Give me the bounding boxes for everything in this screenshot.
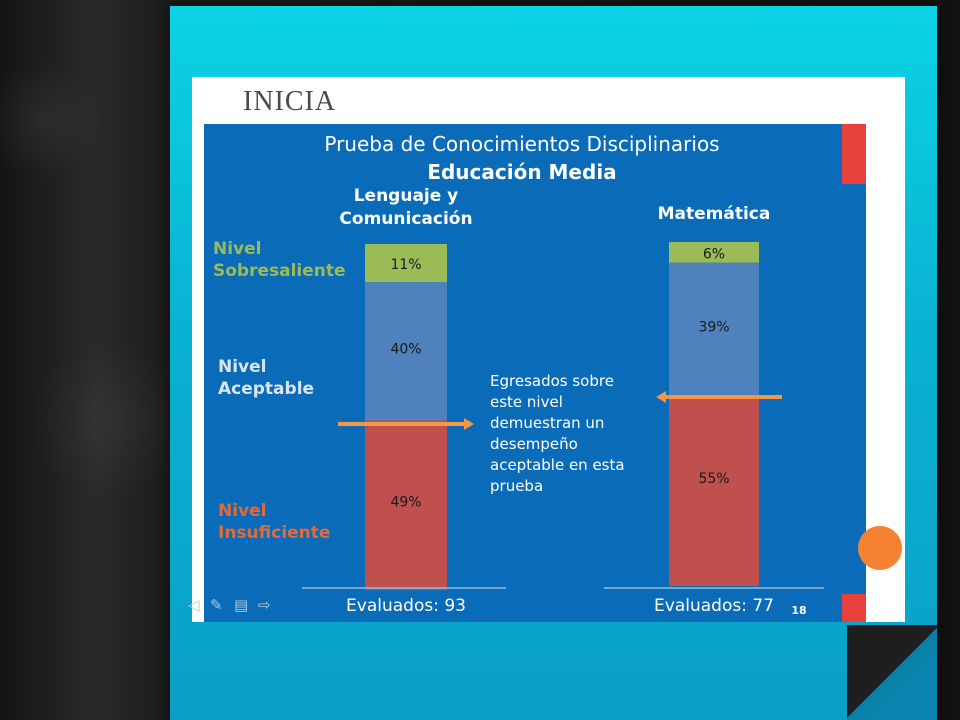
category-label: Matemática — [658, 204, 771, 224]
bar-segment — [669, 262, 759, 397]
bar-segment — [365, 244, 447, 283]
data-label: 40% — [390, 341, 421, 357]
red-tab-top — [842, 124, 866, 184]
evaluados-label: Evaluados: 93 — [346, 596, 466, 616]
red-tab-bottom — [842, 594, 866, 622]
chart-area: Prueba de Conocimientos Disciplinarios E… — [204, 124, 866, 622]
forward-icon[interactable]: ⇨ — [258, 596, 271, 614]
category-label: Lenguaje y Comunicación — [339, 186, 472, 229]
bar-segment — [669, 396, 759, 586]
arrowhead-left — [656, 391, 666, 403]
chart-title: Prueba de Conocimientos Disciplinarios — [324, 132, 719, 156]
arrowhead-right — [464, 418, 474, 430]
data-label: 11% — [390, 257, 421, 273]
data-label: 55% — [698, 471, 729, 487]
annotation-text: Egresados sobre este nivel demuestran un de… — [490, 372, 625, 495]
orange-dot — [858, 526, 902, 570]
pen-icon[interactable]: ✎ — [210, 596, 223, 614]
legend-sobresaliente: Nivel Sobresaliente — [213, 239, 346, 281]
bar-segment — [669, 242, 759, 263]
stacked-bar-chart: Prueba de Conocimientos Disciplinarios E… — [213, 132, 824, 617]
data-label: 49% — [390, 494, 421, 510]
bar-segment — [365, 420, 447, 590]
bar-segment — [365, 282, 447, 421]
chart-subtitle: Educación Media — [427, 160, 616, 184]
legend-insuficiente: Nivel Insuficiente — [218, 501, 330, 543]
page-curl — [847, 625, 937, 720]
slideshow-nav: ◁ ✎ ▤ ⇨ — [188, 596, 288, 618]
data-label: 6% — [703, 246, 725, 262]
slides-icon[interactable]: ▤ — [234, 596, 249, 614]
page-number: 18 — [791, 604, 806, 617]
evaluados-label: Evaluados: 77 — [654, 596, 774, 616]
data-label: 39% — [698, 320, 729, 336]
slide-heading: INICIA — [243, 86, 337, 117]
back-icon[interactable]: ◁ — [188, 596, 200, 614]
legend-aceptable: Nivel Aceptable — [218, 357, 314, 399]
